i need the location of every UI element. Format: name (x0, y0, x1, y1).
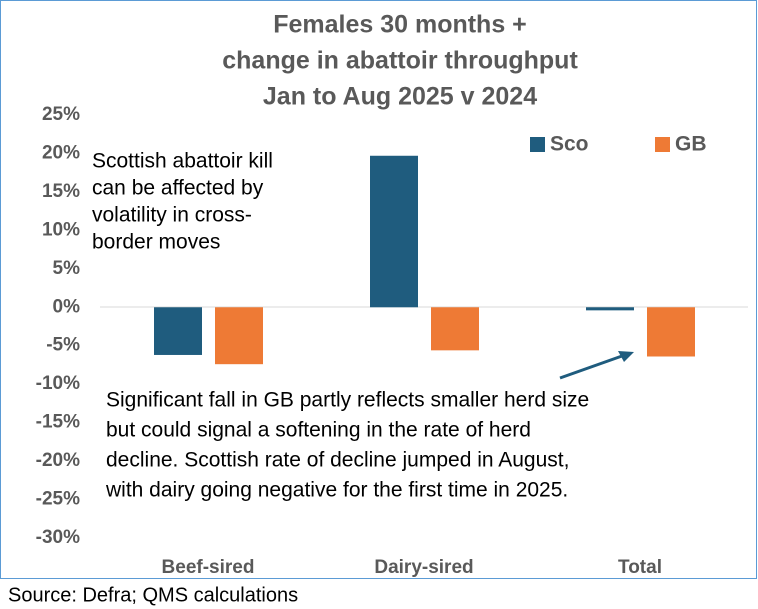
chart-frame (0, 0, 757, 579)
annotation: can be affected by (92, 177, 264, 200)
annotation: volatility in cross- (92, 204, 252, 227)
annotation: Significant fall in GB partly reflects s… (106, 389, 589, 412)
annotation: but could signal a softening in the rate… (106, 419, 531, 442)
y-tick-label: -5% (46, 335, 80, 356)
annotation: with dairy going negative for the first … (105, 479, 568, 502)
chart-title: change in abattoir throughput (222, 47, 578, 75)
bar (431, 307, 479, 351)
annotation: Scottish abattoir kill (92, 150, 273, 173)
y-tick-label: 15% (42, 181, 80, 202)
annotation: decline. Scottish rate of decline jumped… (106, 449, 569, 472)
y-tick-label: -25% (36, 489, 80, 510)
source: Source: Defra; QMS calculations (8, 584, 298, 606)
x-tick-label: Total (618, 557, 662, 578)
chart-title: Jan to Aug 2025 v 2024 (263, 83, 537, 111)
y-tick-label: -30% (36, 527, 80, 548)
chart-title: Females 30 months + (273, 11, 527, 39)
y-tick-label: 10% (42, 219, 80, 240)
y-tick-label: -20% (36, 450, 80, 471)
bar (154, 307, 202, 355)
legend-swatch (530, 137, 545, 152)
legend-label: GB (675, 133, 707, 156)
bar (586, 307, 634, 311)
y-tick-label: 5% (53, 258, 81, 279)
bar (647, 307, 695, 357)
y-tick-label: 25% (42, 104, 80, 125)
y-tick-label: -10% (36, 373, 80, 394)
annotation-arrow (559, 354, 623, 380)
y-tick-label: -15% (36, 412, 80, 433)
arrow-head (618, 351, 634, 362)
bar (215, 307, 263, 365)
legend-label: Sco (550, 133, 589, 156)
y-tick-label: 20% (42, 142, 80, 163)
x-tick-label: Dairy-sired (374, 557, 473, 578)
legend-swatch (655, 137, 670, 152)
y-tick-label: 0% (53, 296, 81, 317)
annotation: border moves (92, 231, 220, 254)
bar (370, 155, 418, 308)
x-tick-label: Beef-sired (162, 557, 255, 578)
